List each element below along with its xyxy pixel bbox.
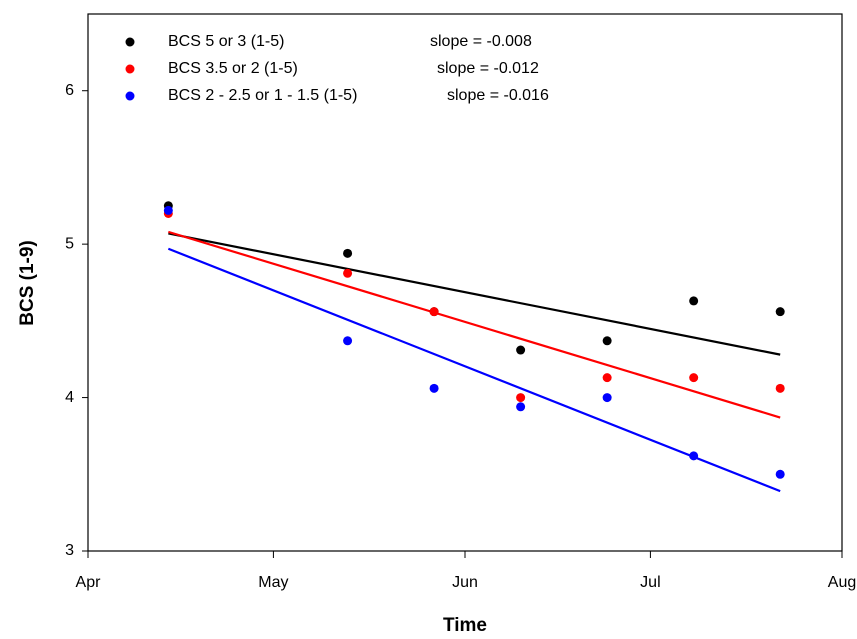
y-tick-label: 3 bbox=[65, 542, 74, 559]
data-point bbox=[602, 336, 612, 346]
legend-label: BCS 3.5 or 2 (1-5) bbox=[168, 60, 298, 77]
data-point bbox=[689, 451, 699, 461]
y-tick-label: 6 bbox=[65, 82, 74, 99]
data-point bbox=[516, 402, 526, 412]
x-tick-label: Jul bbox=[640, 574, 660, 591]
trend-line bbox=[167, 247, 781, 493]
y-axis-title: BCS (1-9) bbox=[17, 240, 38, 326]
legend-label: BCS 5 or 3 (1-5) bbox=[168, 33, 284, 50]
x-tick-label: Jun bbox=[452, 574, 478, 591]
trend-line bbox=[168, 230, 781, 419]
legend-marker bbox=[125, 37, 135, 47]
legend-slope: slope = -0.016 bbox=[447, 87, 549, 104]
x-axis-title: Time bbox=[443, 615, 487, 636]
trend-line bbox=[168, 232, 781, 356]
data-point bbox=[775, 307, 785, 317]
data-point bbox=[775, 469, 785, 479]
legend-label: BCS 2 - 2.5 or 1 - 1.5 (1-5) bbox=[168, 87, 357, 104]
data-point bbox=[689, 373, 699, 383]
x-tick-label: May bbox=[258, 574, 288, 591]
data-point bbox=[775, 383, 785, 393]
x-tick-label: Apr bbox=[76, 574, 102, 591]
data-point bbox=[343, 336, 353, 346]
data-point bbox=[343, 248, 353, 258]
x-tick-label: Aug bbox=[828, 574, 856, 591]
data-point bbox=[343, 268, 353, 278]
data-point bbox=[602, 393, 612, 403]
legend-slope: slope = -0.008 bbox=[430, 33, 532, 50]
data-point bbox=[429, 307, 439, 317]
data-point bbox=[516, 393, 526, 403]
y-tick-label: 5 bbox=[65, 235, 74, 252]
data-point bbox=[689, 296, 699, 306]
data-point bbox=[516, 345, 526, 355]
y-tick-label: 4 bbox=[65, 389, 74, 406]
legend-marker bbox=[125, 64, 135, 74]
data-point bbox=[429, 383, 439, 393]
data-point bbox=[163, 205, 173, 215]
legend-slope: slope = -0.012 bbox=[437, 60, 539, 77]
data-point bbox=[602, 373, 612, 383]
legend-marker bbox=[125, 91, 135, 101]
